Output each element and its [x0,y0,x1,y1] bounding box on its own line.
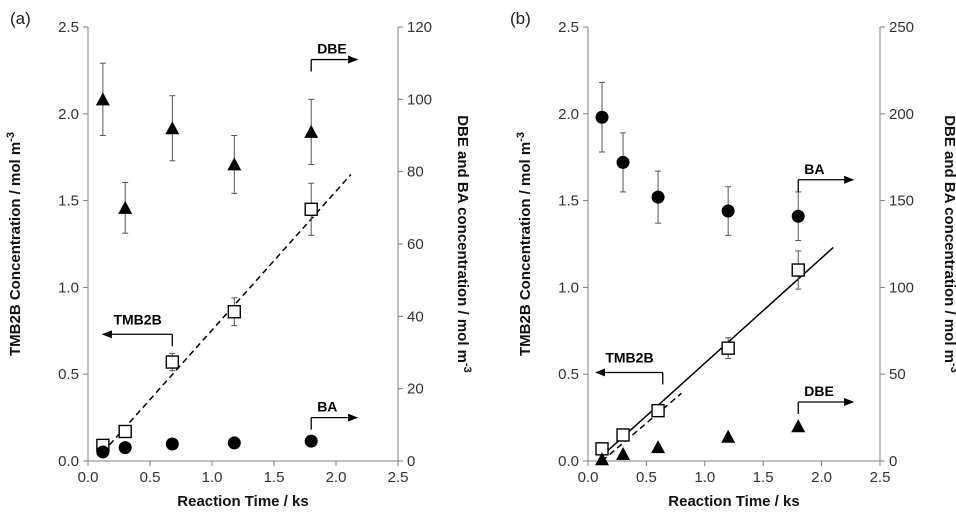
x-tick-label: 1.0 [202,469,223,486]
x-axis-title: Reaction Time / ks [177,493,308,510]
y-right-axis-title-text: DBE and BA concentration / mol m [941,115,956,363]
ba-point [651,190,665,204]
y-right-tick-label: 200 [889,106,914,123]
x-tick-label: 0.0 [578,469,599,486]
tmb2b-point [118,424,132,439]
y-left-axis-title-text: TMB2B Concentration / mol m [7,142,24,356]
tmb2b-point [721,341,735,355]
x-tick-label: 0.0 [78,469,99,486]
tmb2b-point [791,263,805,277]
ba-annotation: BA [804,161,824,177]
dbe-point [165,121,180,135]
y-right-tick-label: 60 [407,236,424,253]
y-left-tick-label: 0.5 [58,366,79,383]
ba-point [304,434,318,448]
x-tick-label: 1.5 [264,469,285,486]
x-tick-label: 2.0 [811,469,832,486]
panel-b: (b)0.0 0.5 1.0 1.5 2.0 2.50.00.51.01.52.02.50… [510,9,956,510]
y-right-tick-label: 80 [407,164,424,181]
fit-line-solid [601,246,834,457]
ba-point [118,441,132,455]
panel-a: (a)0.0 0.5 1.0 1.5 2.0 2.50.00.51.01.52.02.50… [5,9,473,510]
x-tick-label: 2.5 [870,469,891,486]
dbe-annotation: DBE [317,41,347,57]
tmb2b-point [227,305,242,319]
y-left-tick-label: 0.5 [558,366,579,383]
x-tick-label: 0.5 [636,469,657,486]
y-right-axis-title-sup: -3 [461,363,473,373]
y-left-tick-label: 2.5 [58,19,79,36]
tmb2b-point [651,403,665,418]
y-left-tick-label: 1.5 [58,193,79,210]
y-left-tick-label: 1.0 [58,279,79,296]
y-right-axis-title-text: DBE and BA concentration / mol m [454,115,471,363]
y-right-tick-label: 20 [407,381,424,398]
dbe-point [616,447,631,461]
ba-point [616,155,630,169]
ba-point [721,204,735,218]
x-tick-label: 1.5 [753,469,774,486]
y-left-axis-title-text: TMB2B Concentration / mol m [517,142,534,356]
y-right-tick-label: 100 [407,91,432,108]
tmb2b-annotation: TMB2B [605,349,653,365]
y-right-tick-label: 150 [889,193,914,210]
y-right-tick-label: 0 [889,453,897,470]
y-right-tick-label: 40 [407,308,424,325]
y-left-tick-label: 2.0 [58,106,79,123]
dbe-point [595,452,610,466]
tmb2b-point [304,202,318,216]
y-left-axis-title-sup: -3 [5,132,17,142]
y-left-tick-label: 1.0 [558,279,579,296]
y-right-tick-label: 100 [889,279,914,296]
y-left-tick-label: 0.0 [58,453,79,470]
tmb2b-annotation: TMB2B [113,311,161,327]
dbe-annotation: DBE [804,383,834,399]
dbe-point [651,440,666,454]
fit-line-dashed [102,174,352,453]
y-right-axis-title-sup: -3 [948,363,956,373]
dbe-point [118,200,133,214]
y-left-axis-title: TMB2B Concentration / mol m-3 [515,132,534,356]
ba-point [791,209,805,223]
x-tick-label: 2.5 [388,469,409,486]
y-left-tick-label: 0.0 [558,453,579,470]
y-left-tick-label: 2.5 [558,19,579,36]
ba-annotation: BA [317,399,337,415]
dbe-point [227,157,242,171]
y-left-axis-title-sup: -3 [515,132,527,142]
fit-line-dashed [601,392,682,462]
y-right-tick-label: 0 [407,453,415,470]
y-right-tick-label: 120 [407,19,432,36]
ba-point [227,436,241,450]
tmb2b-point [616,428,630,442]
x-tick-label: 0.5 [140,469,161,486]
y-left-tick-label: 2.0 [558,106,579,123]
dbe-point [791,419,806,433]
tmb2b-point [165,355,180,369]
dbe-point [304,124,319,138]
ba-point [96,445,110,459]
y-left-tick-label: 1.5 [558,193,579,210]
x-tick-label: 1.0 [694,469,715,486]
panel-label: (b) [510,9,531,28]
ba-point [165,437,179,451]
y-right-tick-label: 250 [889,19,914,36]
y-left-axis-title: TMB2B Concentration / mol m-3 [5,132,24,356]
x-axis-title: Reaction Time / ks [668,493,799,510]
y-right-axis-title: DBE and BA concentration / mol m-3 [454,115,473,373]
panel-label: (a) [10,9,31,28]
x-tick-label: 2.0 [326,469,347,486]
y-right-tick-label: 50 [889,366,906,383]
dbe-point [95,92,110,106]
ba-point [595,110,609,124]
y-right-axis-title: DBE and BA concentration / mol m-3 [941,115,956,373]
dbe-point [721,429,736,443]
